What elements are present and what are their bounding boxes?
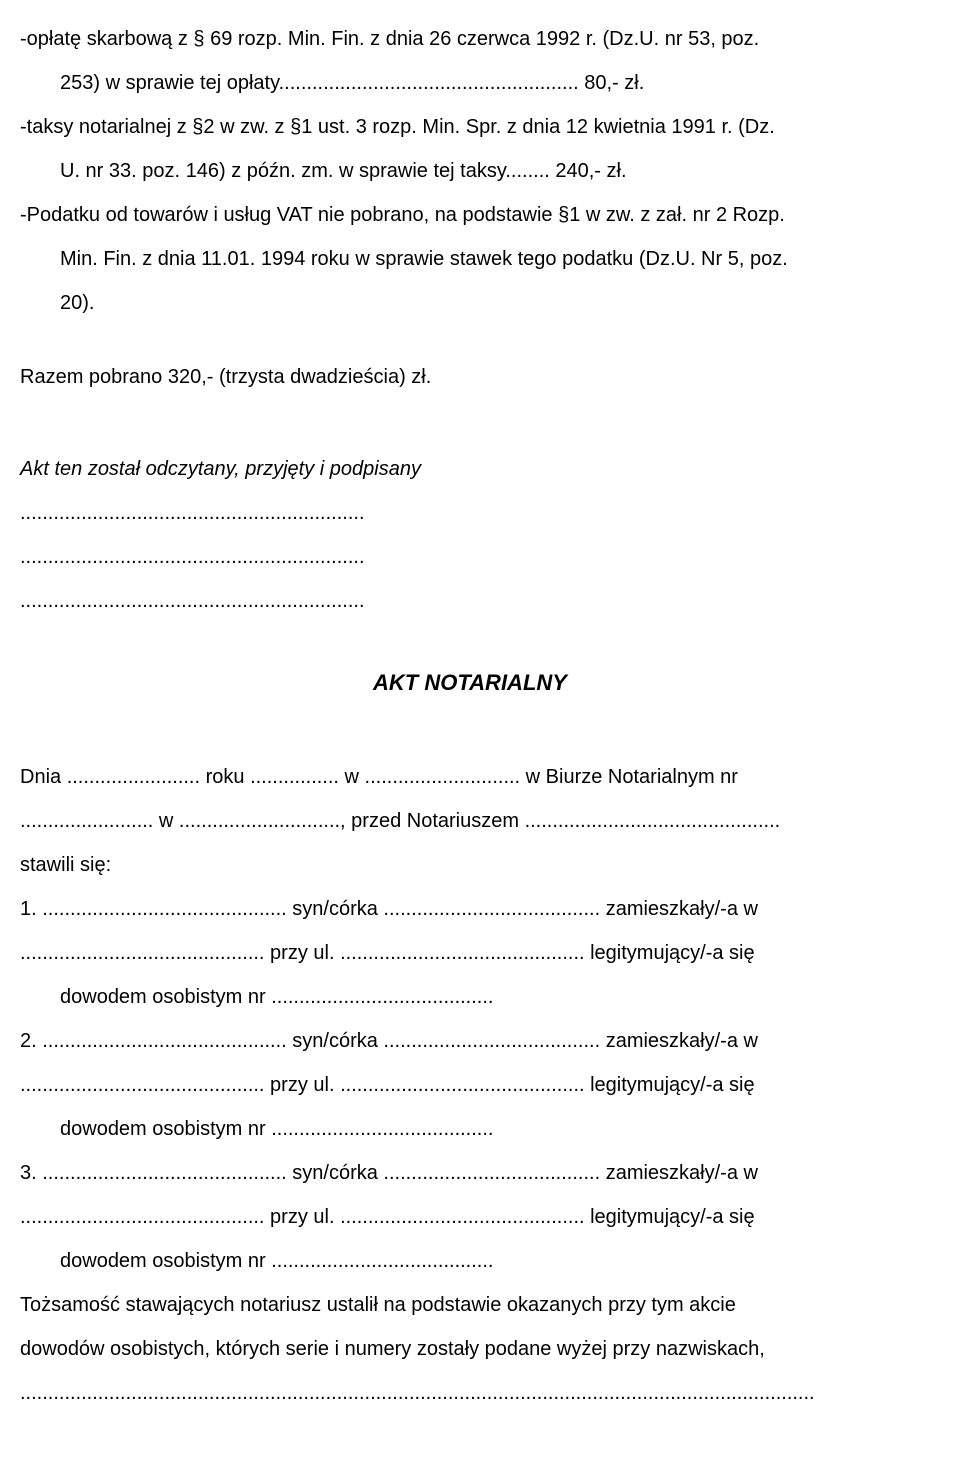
fee-line-6: Min. Fin. z dnia 11.01. 1994 roku w spra… xyxy=(20,240,920,278)
party-3-line-b: ........................................… xyxy=(20,1198,920,1236)
akt-line-3: stawili się: xyxy=(20,846,920,884)
party-1-line-a: 1. .....................................… xyxy=(20,890,920,928)
party-3-line-a: 3. .....................................… xyxy=(20,1154,920,1192)
document-title: AKT NOTARIALNY xyxy=(20,662,920,704)
party-2-line-a: 2. .....................................… xyxy=(20,1022,920,1060)
party-2-line-b: ........................................… xyxy=(20,1066,920,1104)
footer-line-2: dowodów osobistych, których serie i nume… xyxy=(20,1330,920,1368)
party-1-line-c: dowodem osobistym nr ...................… xyxy=(20,978,920,1016)
party-3-line-c: dowodem osobistym nr ...................… xyxy=(20,1242,920,1280)
fee-line-4: U. nr 33. poz. 146) z późn. zm. w sprawi… xyxy=(20,152,920,190)
fee-line-2: 253) w sprawie tej opłaty...............… xyxy=(20,64,920,102)
fee-line-5: -Podatku od towarów i usług VAT nie pobr… xyxy=(20,196,920,234)
signature-dots-2: ........................................… xyxy=(20,538,920,576)
fee-line-1: -opłatę skarbową z § 69 rozp. Min. Fin. … xyxy=(20,20,920,58)
party-2-line-c: dowodem osobistym nr ...................… xyxy=(20,1110,920,1148)
footer-line-3: ........................................… xyxy=(20,1374,920,1412)
signature-dots-3: ........................................… xyxy=(20,582,920,620)
signature-heading: Akt ten został odczytany, przyjęty i pod… xyxy=(20,450,920,488)
fee-line-3: -taksy notarialnej z §2 w zw. z §1 ust. … xyxy=(20,108,920,146)
fee-line-7: 20). xyxy=(20,284,920,322)
party-1-line-b: ........................................… xyxy=(20,934,920,972)
footer-line-1: Tożsamość stawających notariusz ustalił … xyxy=(20,1286,920,1324)
signature-dots-1: ........................................… xyxy=(20,494,920,532)
total-line: Razem pobrano 320,- (trzysta dwadzieścia… xyxy=(20,358,920,396)
akt-line-2: ........................ w .............… xyxy=(20,802,920,840)
akt-line-1: Dnia ........................ roku .....… xyxy=(20,758,920,796)
